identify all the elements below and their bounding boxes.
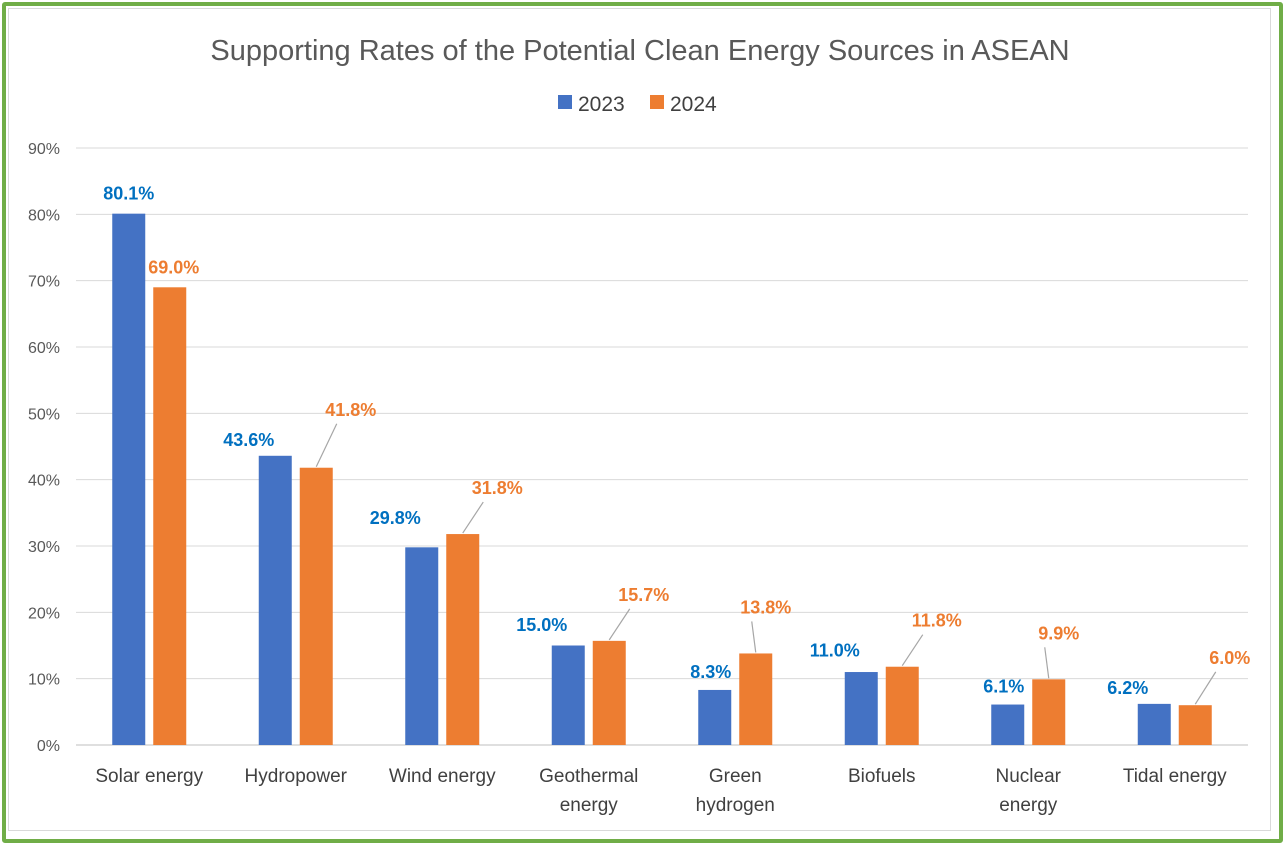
leader-line bbox=[1044, 647, 1050, 679]
chart-title: Supporting Rates of the Potential Clean … bbox=[210, 35, 1069, 67]
y-tick-label: 40% bbox=[28, 473, 60, 490]
leader-line bbox=[901, 634, 924, 667]
data-label: 6.0% bbox=[1209, 648, 1250, 668]
y-tick-label: 70% bbox=[28, 274, 60, 291]
data-label: 9.9% bbox=[1038, 623, 1079, 643]
bar bbox=[991, 704, 1025, 745]
bar bbox=[153, 287, 187, 745]
data-label: 43.6% bbox=[223, 430, 274, 450]
data-label: 29.8% bbox=[370, 508, 421, 528]
data-label: 15.7% bbox=[618, 585, 669, 605]
y-tick-label: 90% bbox=[28, 141, 60, 158]
x-tick-label: energy bbox=[999, 795, 1058, 816]
data-label: 80.1% bbox=[103, 184, 154, 204]
bar bbox=[1137, 703, 1171, 745]
y-tick-label: 10% bbox=[28, 672, 60, 689]
data-label: 11.8% bbox=[912, 611, 962, 631]
leader-lines bbox=[315, 423, 1217, 705]
y-tick-label: 60% bbox=[28, 340, 60, 357]
bar bbox=[1032, 679, 1066, 745]
x-tick-label: Wind energy bbox=[389, 766, 496, 787]
legend: 2023 2024 bbox=[558, 93, 717, 116]
bars bbox=[112, 213, 1212, 746]
bar bbox=[551, 645, 585, 745]
data-label: 11.0% bbox=[810, 641, 860, 661]
x-tick-label: Green bbox=[709, 766, 762, 787]
bar bbox=[258, 455, 292, 745]
bar bbox=[1178, 705, 1212, 745]
bar bbox=[405, 547, 439, 745]
bar bbox=[739, 653, 773, 745]
y-tick-label: 50% bbox=[28, 406, 60, 423]
chart-area-border bbox=[8, 8, 1271, 831]
x-tick-label: Solar energy bbox=[95, 766, 203, 787]
x-tick-label: Tidal energy bbox=[1123, 766, 1227, 787]
x-tick-label: Geothermal bbox=[539, 766, 638, 787]
y-tick-label: 80% bbox=[28, 207, 60, 224]
legend-label: 2024 bbox=[670, 93, 717, 116]
x-tick-label: Biofuels bbox=[848, 766, 916, 787]
x-tick-label: Hydropower bbox=[245, 766, 348, 787]
data-label: 13.8% bbox=[740, 597, 791, 617]
x-tick-label: hydrogen bbox=[696, 795, 775, 816]
legend-swatch bbox=[650, 95, 664, 109]
data-label: 15.0% bbox=[516, 615, 567, 635]
leader-line bbox=[608, 608, 631, 641]
bar bbox=[885, 666, 919, 745]
legend-label: 2023 bbox=[578, 93, 625, 116]
bar bbox=[446, 534, 480, 745]
x-tick-label: Nuclear bbox=[996, 766, 1062, 787]
legend-swatch bbox=[558, 95, 572, 109]
bar bbox=[112, 213, 146, 746]
leader-line bbox=[751, 621, 757, 653]
data-labels: 80.1% 69.0% 43.6% 41.8% 29.8% 31.8% 15.0% 15.7%… bbox=[103, 184, 1250, 698]
data-label: 31.8% bbox=[472, 478, 523, 498]
y-tick-label: 0% bbox=[37, 738, 60, 755]
leader-line bbox=[315, 423, 338, 467]
data-label: 41.8% bbox=[325, 400, 376, 420]
data-label: 69.0% bbox=[148, 257, 199, 277]
leader-line bbox=[1194, 671, 1217, 705]
y-tick-label: 30% bbox=[28, 539, 60, 556]
bar bbox=[698, 689, 732, 745]
data-label: 8.3% bbox=[690, 662, 731, 682]
y-tick-label: 20% bbox=[28, 605, 60, 622]
bar bbox=[299, 467, 333, 745]
data-label: 6.2% bbox=[1107, 678, 1148, 698]
bar bbox=[592, 640, 626, 745]
x-axis: Solar energy Hydropower Wind energy Geother… bbox=[95, 766, 1227, 816]
data-label: 6.1% bbox=[983, 677, 1024, 697]
leader-line bbox=[462, 501, 484, 534]
x-tick-label: energy bbox=[560, 795, 619, 816]
bar bbox=[844, 672, 878, 745]
y-axis: 0% 10% 20% 30% 40% 50% 60% 70% 80% 90% bbox=[28, 141, 60, 755]
